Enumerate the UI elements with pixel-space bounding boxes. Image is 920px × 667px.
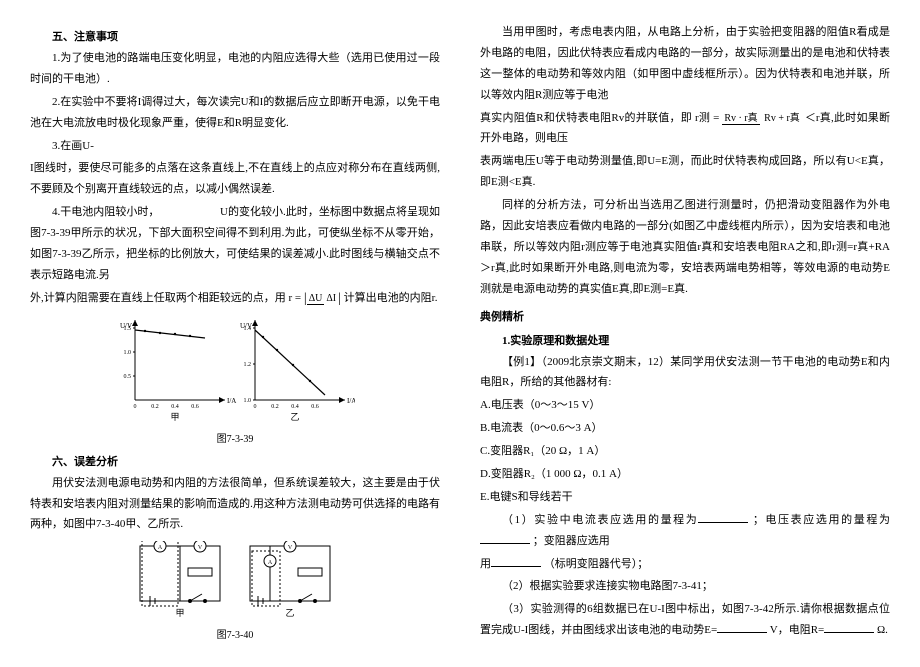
sec5-para2: 2.在实验中不要将I调得过大，每次读完U和I的数据后应立即断开电源，以免干电池在…	[30, 92, 440, 134]
circuit-caption: 图7-3-40	[30, 626, 440, 641]
x-label-b: I/A	[347, 397, 355, 405]
right-p1: 当用甲图时，考虑电表内阻，从电路上分析，由于实验把变阻器的阻值R看成是外电路的电…	[480, 22, 890, 106]
example-section-title: 典例精析	[480, 308, 890, 324]
left-column: 五、注意事项 1.为了使电池的路端电压变化明显，电池的内阻应选得大些（选用已使用…	[30, 20, 440, 647]
option-e: E.电键S和导线若干	[480, 487, 890, 508]
svg-text:0.6: 0.6	[191, 404, 199, 410]
right-p3: 表两端电压U等于电动势测量值,即U=E测，而此时伏特表构成回路，所以有U<E真，…	[480, 151, 890, 193]
svg-text:V: V	[288, 545, 293, 551]
sec5-para4a: 4.干电池内阻较小时， U的变化较小.此时，坐标图中数据点将呈现如图7-3-39…	[30, 202, 440, 286]
page-layout: 五、注意事项 1.为了使电池的路端电压变化明显，电池的内阻应选得大些（选用已使用…	[30, 20, 890, 647]
circuit-svg: A V 甲	[125, 541, 345, 621]
svg-text:0.2: 0.2	[151, 404, 159, 410]
svg-text:0.6: 0.6	[311, 404, 319, 410]
blank-2[interactable]	[480, 532, 530, 544]
svg-text:1.0: 1.0	[244, 398, 252, 404]
frac-den: Rv + r真	[762, 113, 802, 124]
x-label-a: I/A	[227, 397, 236, 405]
sec5-para3b: I图线时，要使尽可能多的点落在这条直线上,不在直线上的点应对称分布在直线两侧,不…	[30, 158, 440, 200]
svg-text:V: V	[198, 545, 203, 551]
option-a: A.电压表（0～3～15 V）	[480, 395, 890, 416]
svg-text:0: 0	[134, 404, 137, 410]
svg-text:A: A	[158, 545, 163, 551]
right-p4: 同样的分析方法，可分析出当选用乙图进行测量时，仍把滑动变阻器作为外电路，因此安培…	[480, 195, 890, 299]
circuit-label-a: 甲	[175, 608, 184, 618]
right-p2: 真实内阻值R和伏特表电阻Rv的并联值，即 r测 = Rv · r真 Rv + r…	[480, 108, 890, 150]
sec5-para4b-text: 外,计算内阻需要在直线上任取两个相距较远的点，用 r =	[30, 292, 304, 304]
q1b: ；电压表应选用的量程为	[753, 514, 890, 526]
question-2: （2）根据实验要求连接实物电路图7-3-41；	[480, 576, 890, 597]
question-1d-line: 用 （标明变阻器代号）；	[480, 554, 890, 575]
frac-num: Rv · r真	[722, 113, 759, 125]
svg-text:1.5: 1.5	[124, 326, 132, 332]
q3c: Ω.	[877, 624, 888, 636]
sec6-para1: 用伏安法测电源电动势和内阻的方法很简单，但系统误差较大，这主要是由于伏特表和安培…	[30, 473, 440, 536]
formula-delta: |ΔUΔI|	[304, 291, 341, 306]
example-sub-title: 1.实验原理和数据处理	[480, 332, 890, 348]
option-c: C.变阻器R₁（20 Ω，1 A）	[480, 441, 890, 462]
chart-label-a: 甲	[170, 412, 179, 422]
svg-text:0: 0	[254, 404, 257, 410]
question-3: （3）实验测得的6组数据已在U-I图中标出，如图7-3-42所示.请你根据数据点…	[480, 599, 890, 641]
chart-label-b: 乙	[290, 412, 299, 422]
option-b: B.电流表（0～0.6～3 A）	[480, 418, 890, 439]
chart-caption: 图7-3-39	[30, 430, 440, 445]
svg-text:1.2: 1.2	[244, 362, 252, 368]
svg-text:1.0: 1.0	[124, 350, 132, 356]
sec5-para3a: 3.在画U-	[30, 136, 440, 157]
option-d: D.变阻器R₂（1 000 Ω，0.1 A）	[480, 464, 890, 485]
q1a: （1）实验中电流表应选用的量程为	[502, 514, 698, 526]
blank-5[interactable]	[824, 621, 874, 633]
svg-text:1.4: 1.4	[244, 326, 252, 332]
q1c: ；变阻器应选用	[533, 535, 610, 547]
svg-text:0.5: 0.5	[124, 374, 132, 380]
svg-text:0.2: 0.2	[271, 404, 279, 410]
figure-7-3-39: U/V I/A 0.5 1.0 1.5 0 0.2 0.4 0.6	[30, 315, 440, 445]
figure-7-3-40: A V 甲	[30, 541, 440, 641]
question-1: （1）实验中电流表应选用的量程为 ；电压表应选用的量程为 ；变阻器应选用	[480, 510, 890, 552]
section-5-title: 五、注意事项	[30, 28, 440, 44]
formula-parallel: Rv · r真 Rv + r真	[722, 113, 801, 124]
svg-text:0.4: 0.4	[291, 404, 299, 410]
svg-text:A: A	[268, 560, 273, 566]
svg-text:0.4: 0.4	[171, 404, 179, 410]
sec5-para4c-text: 计算出电池的内阻r.	[344, 292, 438, 304]
blank-3[interactable]	[491, 555, 541, 567]
q3b: V，电阻R=	[770, 624, 824, 636]
q1d-prefix: 用	[480, 558, 491, 570]
example1-head: 【例1】（2009北京崇文期末，12）某同学用伏安法测一节干电池的电动势E和内电…	[480, 352, 890, 394]
sec5-para1: 1.为了使电池的路端电压变化明显，电池的内阻应选得大些（选用已使用过一段时间的干…	[30, 48, 440, 90]
blank-1[interactable]	[698, 511, 748, 523]
sec5-para4b: 外,计算内阻需要在直线上任取两个相距较远的点，用 r = |ΔUΔI| 计算出电…	[30, 288, 440, 309]
chart-svg: U/V I/A 0.5 1.0 1.5 0 0.2 0.4 0.6	[115, 315, 355, 425]
blank-4[interactable]	[717, 621, 767, 633]
section-6-title: 六、误差分析	[30, 453, 440, 469]
right-p2a: 真实内阻值R和伏特表电阻Rv的并联值，即 r测 =	[480, 112, 722, 124]
circuit-label-b: 乙	[285, 608, 294, 618]
right-column: 当用甲图时，考虑电表内阻，从电路上分析，由于实验把变阻器的阻值R看成是外电路的电…	[480, 20, 890, 647]
q1d: （标明变阻器代号）；	[544, 558, 649, 570]
